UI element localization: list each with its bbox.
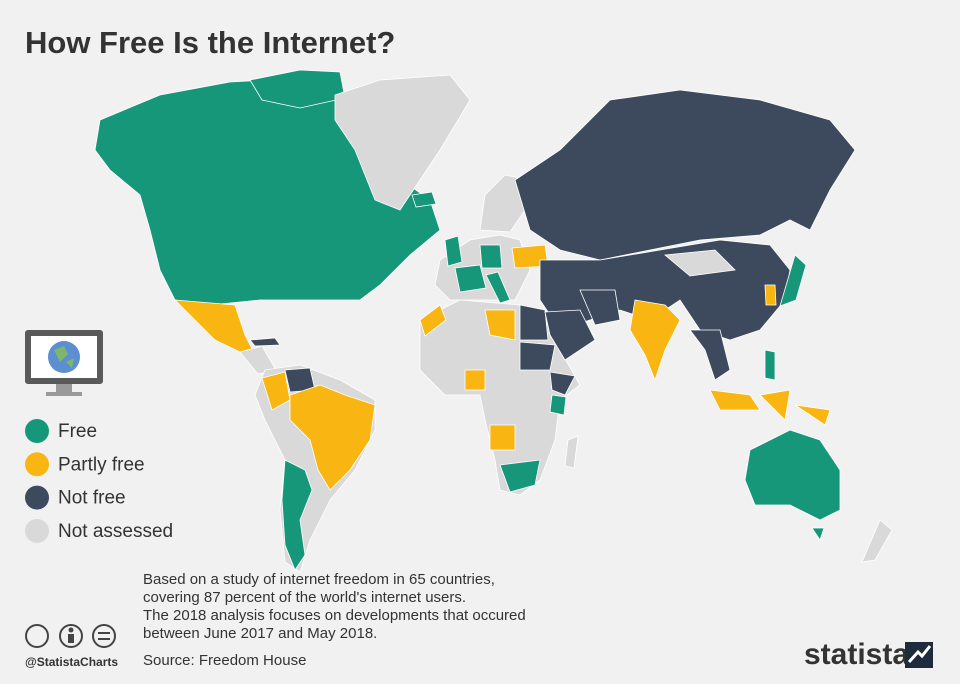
- italy: [485, 271, 511, 304]
- argentina: [281, 459, 313, 571]
- footnote-line: between June 2017 and May 2018.: [143, 625, 377, 642]
- new-zealand: [861, 519, 893, 563]
- legend-swatch: [25, 485, 49, 510]
- globe-land: [54, 346, 74, 368]
- legend-label: Partly free: [58, 454, 145, 475]
- uk: [444, 235, 463, 267]
- cc-icon: [25, 624, 49, 648]
- philippines: [764, 349, 776, 381]
- by-head: [68, 627, 74, 633]
- indonesia-west: [709, 389, 761, 411]
- by-icon: [59, 624, 83, 648]
- legend-label: Not free: [58, 488, 126, 509]
- germany: [479, 244, 503, 269]
- legend: Free Partly free Not free Not assessed: [25, 419, 173, 543]
- legend-label: Not assessed: [58, 521, 173, 542]
- legend-swatch: [25, 419, 49, 443]
- license-icons: [25, 624, 116, 648]
- source: Source: Freedom House: [143, 652, 306, 669]
- indonesia-east: [794, 404, 831, 426]
- indonesia-central: [759, 389, 791, 421]
- world-map: [94, 69, 893, 573]
- footnote-line: Based on a study of internet freedom in …: [143, 571, 495, 588]
- angola: [489, 424, 516, 451]
- egypt: [519, 304, 549, 341]
- japan: [779, 254, 807, 307]
- legend-swatch: [25, 518, 49, 543]
- mongolia: [664, 249, 736, 277]
- south-africa: [499, 459, 541, 493]
- nd-icon: [92, 624, 116, 648]
- legend-label: Free: [58, 421, 97, 442]
- nd-bar: [98, 632, 110, 634]
- monitor-stand: [56, 384, 72, 392]
- cuba: [249, 337, 281, 347]
- brand-logo: statista: [804, 638, 909, 671]
- australia: [744, 429, 841, 521]
- madagascar: [564, 435, 579, 469]
- saudi-arabia: [544, 309, 596, 361]
- footnote: Based on a study of internet freedom in …: [143, 571, 526, 642]
- russia: [514, 89, 856, 261]
- sudan: [519, 341, 556, 371]
- footnote-line: The 2018 analysis focuses on development…: [143, 607, 526, 624]
- tasmania: [811, 527, 825, 541]
- iran: [579, 289, 621, 326]
- greenland: [334, 74, 471, 211]
- monitor-base: [46, 392, 82, 396]
- libya: [484, 309, 516, 341]
- brand-icon: [905, 642, 933, 668]
- footnote-line: covering 87 percent of the world's inter…: [143, 589, 466, 606]
- brand-wave: [907, 645, 932, 664]
- title: How Free Is the Internet?: [25, 25, 395, 60]
- france: [454, 264, 487, 293]
- nd-bar: [98, 638, 110, 640]
- credit: @StatistaCharts: [25, 655, 118, 669]
- monitor-icon: [25, 330, 103, 396]
- iceland: [411, 191, 437, 208]
- korea: [764, 284, 777, 306]
- india: [629, 299, 681, 382]
- by-body: [68, 634, 74, 643]
- brazil: [289, 384, 376, 491]
- nigeria: [464, 369, 486, 391]
- ethiopia: [549, 371, 576, 396]
- kenya: [549, 394, 567, 416]
- southeast-asia: [689, 329, 731, 381]
- legend-swatch: [25, 452, 49, 477]
- morocco: [419, 304, 447, 337]
